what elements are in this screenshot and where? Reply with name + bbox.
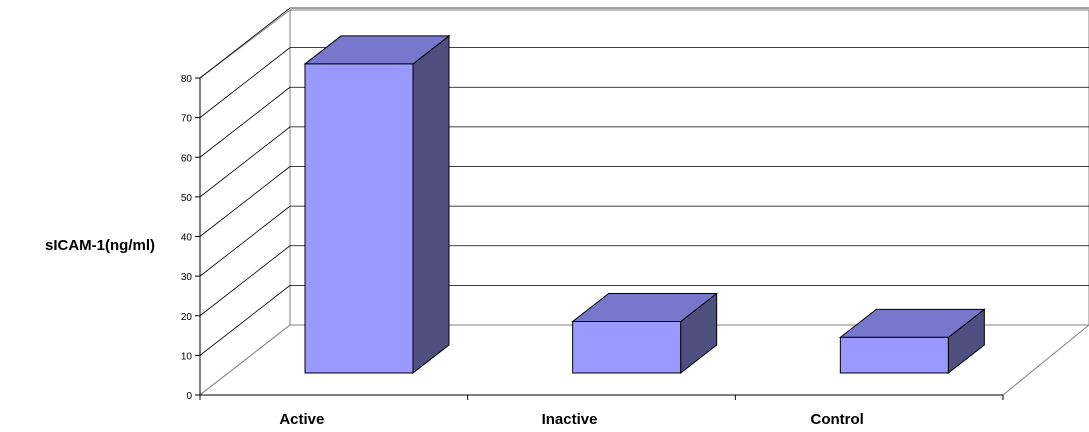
gridline-side [199,86,291,158]
y-tick-label: 0 [186,391,192,402]
y-tick-label: 40 [181,233,193,244]
y-tick-label: 10 [181,351,193,362]
y-tick-label: 80 [181,74,193,85]
category-label-active: Active [279,411,324,428]
bar-active [303,34,451,375]
category-labels: Active Inactive Control [199,395,1004,428]
bar-front-face [572,320,682,374]
gridline-side [199,166,291,237]
bars [303,34,986,375]
y-tick-label: 70 [181,114,193,125]
y-tick-label: 20 [181,312,193,323]
y-tick-label: 30 [181,272,193,283]
y-axis-ticks: 0 10 20 30 40 50 60 70 80 [181,74,1003,402]
gridline-side [199,47,291,118]
category-label-control: Control [811,411,864,428]
bar-control [838,308,986,375]
gridline-side [199,126,291,198]
gridline-side [199,205,291,277]
y-tick-label: 60 [181,153,193,164]
gridline-side [199,245,291,317]
y-axis-title: sICAM-1(ng/ml) [45,237,155,254]
bar-side-face [412,34,450,375]
y-tick-label: 50 [181,193,193,204]
bar-front-face [839,336,949,374]
bar-front-face [304,63,414,374]
gridline-side [199,7,291,79]
category-label-inactive: Inactive [542,411,598,428]
bar-inactive [571,292,719,375]
gridline-side [199,285,291,356]
